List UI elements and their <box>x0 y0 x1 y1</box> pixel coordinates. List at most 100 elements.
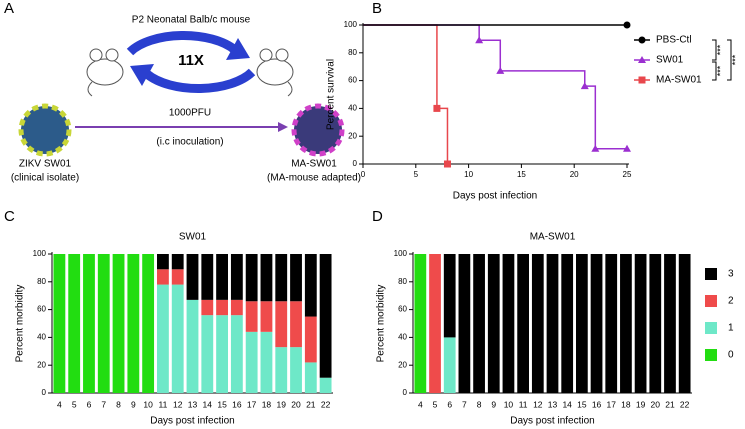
bar-segment <box>443 254 456 338</box>
point <box>623 21 631 29</box>
point <box>638 56 646 63</box>
bar-segment <box>171 269 184 285</box>
survival-line <box>363 24 449 164</box>
point <box>623 144 631 152</box>
x-tick-label: 13 <box>548 399 558 409</box>
x-tick-label: 17 <box>607 399 617 409</box>
significance: *** <box>715 65 725 76</box>
y-axis-label: Percent morbidity <box>15 285 26 363</box>
x-tick-label: 0 <box>361 170 366 179</box>
bar-segment <box>304 254 317 317</box>
y-tick-label: 100 <box>33 249 47 258</box>
x-tick-label: 10 <box>464 170 473 179</box>
bar-segment <box>68 254 81 393</box>
x-tick-label: 4 <box>418 399 423 409</box>
panel-label: C <box>4 208 15 225</box>
bar-segment <box>575 254 588 393</box>
bar-segment <box>230 315 243 393</box>
bar-segment <box>53 254 66 393</box>
mouse-left <box>86 48 124 97</box>
point <box>591 144 600 152</box>
x-tick-label: 11 <box>519 399 528 409</box>
x-tick-label: 16 <box>232 399 242 409</box>
bar-segment <box>157 284 169 393</box>
x-tick-label: 21 <box>306 399 316 409</box>
point <box>433 104 441 112</box>
x-tick-label: 13 <box>188 399 198 409</box>
x-tick-label: 12 <box>533 399 543 409</box>
x-axis-label: Days post infection <box>510 416 595 427</box>
y-tick-label: 80 <box>37 277 46 286</box>
target-note: (MA-mouse adapted) <box>267 173 361 184</box>
bar-segment <box>502 254 515 393</box>
bar-segment <box>171 284 184 393</box>
x-tick-label: 19 <box>636 399 646 409</box>
y-tick-label: 60 <box>398 305 407 314</box>
arrowhead <box>278 122 288 132</box>
dose: 1000PFU <box>169 108 211 119</box>
y-axis-label: Percent survival <box>326 59 337 130</box>
y-tick-label: 20 <box>37 360 46 369</box>
x-tick-label: 20 <box>651 399 661 409</box>
source-note: (clinical isolate) <box>11 173 79 184</box>
source-name: ZIKV SW01 <box>19 159 72 170</box>
bar-segment <box>319 254 332 378</box>
x-tick-label: 19 <box>277 399 287 409</box>
diagram-title: P2 Neonatal Balb/c mouse <box>132 15 251 26</box>
bar-segment <box>605 254 618 393</box>
x-axis-label: Days post infection <box>453 191 538 202</box>
x-tick-label: 22 <box>680 399 690 409</box>
bar-segment <box>171 254 184 270</box>
bar-segment <box>290 301 302 348</box>
x-tick-label: 20 <box>291 399 301 409</box>
x-tick-label: 11 <box>159 399 168 409</box>
bar-segment <box>443 337 456 393</box>
y-tick-label: 40 <box>37 333 46 342</box>
bar-segment <box>275 301 288 348</box>
bar-segment <box>230 299 243 316</box>
legend-label: 2 <box>728 296 734 307</box>
significance: *** <box>715 44 725 55</box>
bar-segment <box>201 315 214 393</box>
bar-segment <box>230 254 243 300</box>
x-tick-label: 21 <box>665 399 675 409</box>
x-tick-label: 18 <box>621 399 631 409</box>
chart-title: SW01 <box>179 232 207 243</box>
cycle-arrow-top <box>126 31 238 56</box>
bar-segment <box>201 254 214 300</box>
bar-segment <box>319 377 332 393</box>
x-tick-label: 22 <box>321 399 331 409</box>
bar-segment <box>112 254 125 393</box>
bar-segment <box>517 254 530 393</box>
x-tick-label: 18 <box>262 399 272 409</box>
bar-segment <box>260 254 273 302</box>
y-tick-label: 0 <box>42 388 47 397</box>
bar-segment <box>620 254 632 393</box>
x-tick-label: 20 <box>570 170 579 179</box>
y-tick-label: 40 <box>398 333 407 342</box>
x-tick-label: 4 <box>57 399 62 409</box>
point <box>496 66 505 74</box>
x-tick-label: 15 <box>577 399 587 409</box>
legend-swatch <box>705 268 717 280</box>
bar-segment <box>216 254 228 300</box>
bar-segment <box>649 254 662 393</box>
survival-line <box>363 24 627 150</box>
bar-segment <box>83 254 95 393</box>
significance-brackets <box>712 39 732 81</box>
bar-segment <box>678 254 691 393</box>
x-axis-label: Days post infection <box>150 416 235 427</box>
x-tick-label: 15 <box>517 170 526 179</box>
bar-segment <box>216 315 228 393</box>
bar-segment <box>186 299 199 393</box>
y-tick-label: 60 <box>348 76 357 85</box>
x-tick-label: 25 <box>623 170 632 179</box>
legend-label: 1 <box>728 323 734 334</box>
x-tick-label: 6 <box>87 399 92 409</box>
legend-swatch <box>705 349 717 361</box>
bar-segment <box>634 254 647 393</box>
y-tick-label: 0 <box>403 388 408 397</box>
bar-segment <box>157 269 169 285</box>
bar-segment <box>487 254 500 393</box>
